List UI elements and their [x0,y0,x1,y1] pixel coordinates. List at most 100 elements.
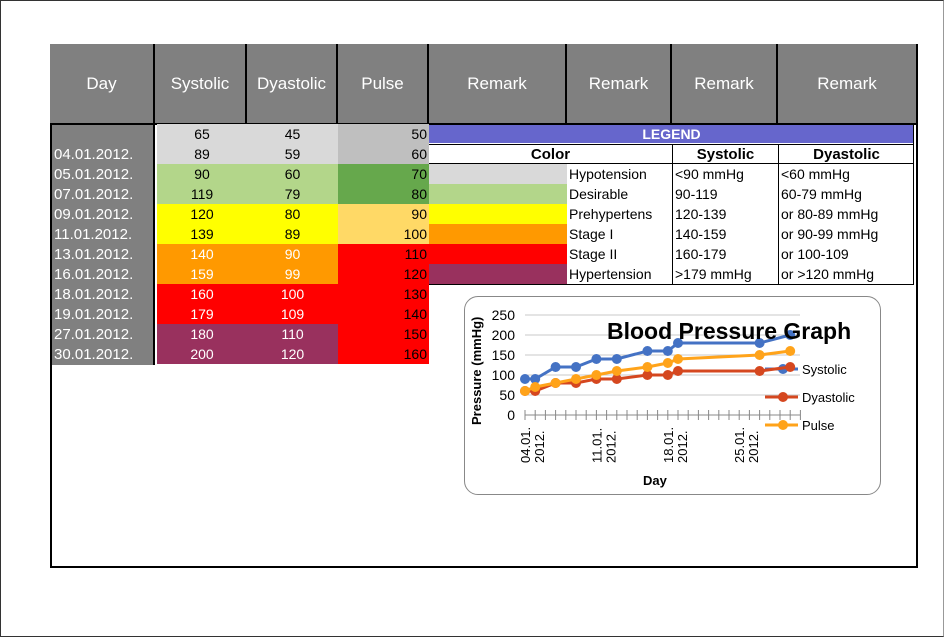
data-point [571,362,581,372]
systolic-cell: 139 [157,224,247,244]
dyastolic-cell: 80 [247,204,338,224]
column-header: Remark [778,44,916,125]
data-point [520,374,530,384]
legend-label: Hypotension [569,166,647,182]
data-point [662,370,673,380]
y-tick-label: 100 [492,367,516,383]
pulse-cell: 60 [338,144,429,164]
day-cell: 13.01.2012. [54,245,134,263]
systolic-cell: 89 [157,144,247,164]
legend-dyastolic-range: 60-79 mmHg [778,184,914,204]
legend-right-border [913,125,914,285]
data-point [785,330,796,340]
data-point [754,350,765,360]
column-header: Systolic [155,44,247,125]
legend-header-systolic: Systolic [672,144,778,164]
legend-label: Desirable [569,186,629,202]
x-tick-label: 04.01. [518,427,533,463]
x-tick-label-year: 2012. [603,430,618,463]
legend-swatch [429,264,567,284]
legend-dyastolic-range: or >120 mmHg [778,264,914,284]
pulse-cell: 90 [338,204,429,224]
data-point [591,370,602,380]
legend-dyastolic-range: or 80-89 mmHg [778,204,914,224]
y-tick-label: 150 [492,347,516,363]
legend-label: Prehypertens [569,206,653,222]
dyastolic-cell: 60 [247,164,338,184]
data-point [642,346,653,356]
y-tick-label: 200 [492,327,516,343]
legend-swatch [429,224,567,244]
legend-label: Stage II [569,246,618,262]
legend-systolic-range: 120-139 [672,204,778,224]
data-point [530,382,541,392]
column-header: Remark [429,44,567,125]
column-header: Pulse [338,44,429,125]
x-tick-label-year: 2012. [675,430,690,463]
day-cell: 19.01.2012. [54,305,134,323]
systolic-cell: 65 [157,124,247,144]
systolic-cell: 160 [157,284,247,304]
x-tick-label: 18.01. [661,427,676,463]
legend-systolic-range: <90 mmHg [672,164,778,184]
legend-dyastolic-range: or 90-99 mmHg [778,224,914,244]
pulse-cell: 100 [338,224,429,244]
dyastolic-cell: 120 [247,344,338,364]
legend-swatch [429,164,567,184]
systolic-cell: 140 [157,244,247,264]
systolic-cell: 120 [157,204,247,224]
legend-label: Stage I [569,226,614,242]
pulse-cell: 70 [338,164,429,184]
legend-header-dyastolic: Dyastolic [778,144,914,164]
day-cell: 30.01.2012. [54,345,134,363]
data-point [785,346,796,356]
legend-label: Dyastolic [802,390,855,405]
y-axis-title: Pressure (mmHg) [469,317,484,425]
legend-label: Pulse [802,418,835,433]
y-tick-label: 50 [499,387,515,403]
legend-dyastolic-range: or 100-109 [778,244,914,264]
chart-title: Blood Pressure Graph [607,318,851,344]
x-tick-label-year: 2012. [532,430,547,463]
x-tick-label-year: 2012. [746,430,761,463]
pulse-cell: 80 [338,184,429,204]
pulse-cell: 160 [338,344,429,364]
data-point [754,366,765,376]
day-cell: 27.01.2012. [54,325,134,343]
dyastolic-cell: 99 [247,264,338,284]
legend-title: LEGEND [429,125,914,143]
x-tick-label: 11.01. [589,428,604,463]
legend-label: Systolic [802,362,847,377]
data-point [642,370,653,380]
x-axis-title: Day [643,473,668,488]
legend-systolic-range: 140-159 [672,224,778,244]
dyastolic-cell: 45 [247,124,338,144]
data-point [611,354,622,364]
data-point [571,374,581,384]
data-point [550,362,561,372]
data-point [662,346,673,356]
pulse-cell: 150 [338,324,429,344]
data-point [673,354,683,364]
day-cell: 04.01.2012. [54,145,134,163]
pulse-cell: 140 [338,304,429,324]
y-tick-label: 0 [507,407,515,423]
legend-marker [778,420,788,430]
data-point [662,358,673,368]
pulse-cell: 130 [338,284,429,304]
dyastolic-cell: 90 [247,244,338,264]
blood-pressure-chart: 0 50 100 150 200 250 04.01. 2012. 11.01. 2012. 18.… [464,296,881,495]
legend-bottom-border [429,284,914,285]
data-point [785,362,796,372]
systolic-cell: 119 [157,184,247,204]
dyastolic-cell: 79 [247,184,338,204]
legend-systolic-range: 90-119 [672,184,778,204]
y-tick-label: 250 [492,307,516,323]
systolic-cell: 159 [157,264,247,284]
data-point [550,378,561,388]
data-point [754,338,765,348]
series-line-dyastolic [525,365,791,393]
legend-dyastolic-range: <60 mmHg [778,164,914,184]
data-point [611,366,622,376]
